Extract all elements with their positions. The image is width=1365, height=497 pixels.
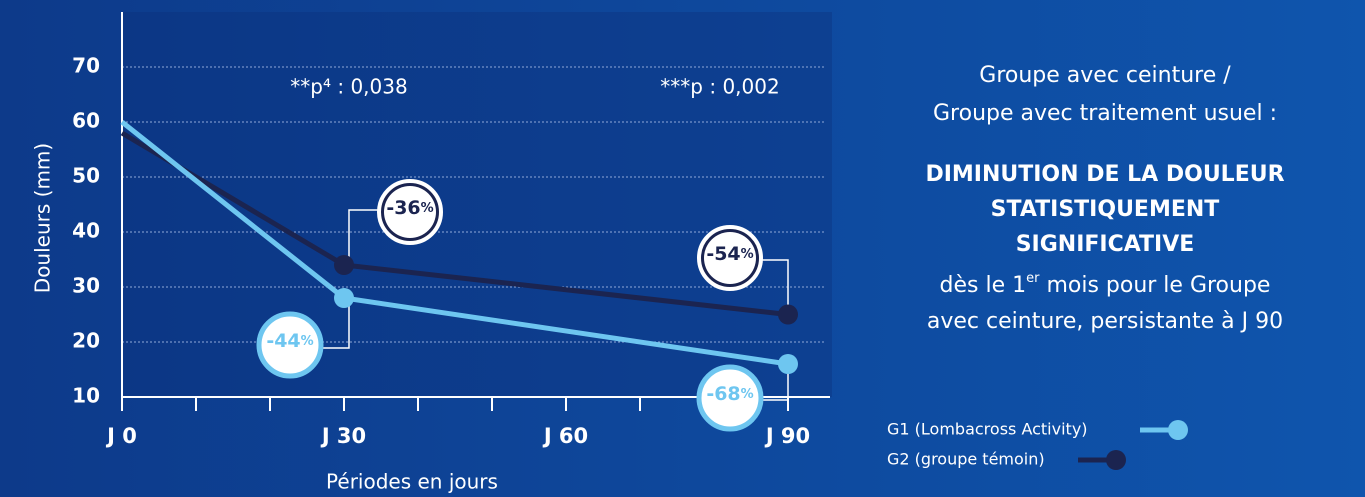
bracket [318,300,350,349]
badge-unit: % [741,247,754,262]
badge-value: -54% [706,243,753,265]
x-axis-title: Périodes en jours [326,470,498,494]
legend-label: G2 (groupe témoin) [887,450,1045,469]
badge-value: -44% [266,330,313,352]
panel-heading: DIMINUTION DE LA DOULEUR [925,162,1284,187]
panel-heading: SIGNIFICATIVE [1016,232,1195,257]
legend-label: G1 (Lombacross Activity) [887,420,1088,439]
badge-unit: % [741,387,754,402]
panel-intro: Groupe avec traitement usuel : [933,101,1277,126]
legend-dot [1168,420,1188,440]
point [334,255,354,275]
panel-sup: er [1026,271,1040,286]
badge-number: -36 [386,197,420,219]
y-tick-label: 70 [72,54,100,78]
panel-heading: STATISTIQUEMENT [991,197,1220,222]
panel-intro: Groupe avec ceinture / [979,63,1231,88]
p-value: ***p : 0,002 [660,75,779,99]
badge [696,364,764,432]
badge-unit: % [421,201,434,216]
x-tick-label: J 60 [542,424,588,448]
badge-inner [384,186,436,238]
y-axis-title: Douleurs (mm) [31,143,55,293]
badge-stars: ** [285,352,295,362]
p-value: **p⁴ : 0,038 [290,75,407,99]
y-tick-label: 20 [72,329,100,353]
badge-value: -68% [706,383,753,405]
badge-unit: % [301,334,314,349]
x-tick-label: J 90 [764,424,810,448]
legend-dot [1106,450,1126,470]
point [778,304,798,325]
bracket [760,368,789,401]
x-tick-label: J 30 [320,424,366,448]
badge-stars: *** [723,265,737,275]
badge-number: -44 [266,330,300,352]
panel-body: dès le 1er mois pour le Groupe [940,271,1271,299]
y-tick-label: 40 [72,219,100,243]
badge-stars: *** [723,405,737,415]
badge-value: -36% [386,197,433,219]
badge-stars: ** [405,219,415,229]
y-tick-label: 60 [72,109,100,133]
panel-body: mois pour le Groupe [1039,273,1270,298]
panel-body: dès le 1 [940,273,1027,298]
badge-number: -68 [706,383,740,405]
badge-number: -54 [706,243,740,265]
panel-body: avec ceinture, persistante à J 90 [927,309,1283,334]
badge-inner [704,232,756,284]
point [334,288,354,308]
point [778,354,798,374]
bracket [348,209,380,260]
badge [256,311,324,379]
y-tick-label: 50 [72,164,100,188]
x-tick-label: J 0 [105,424,137,448]
y-tick-label: 10 [72,384,100,408]
bracket [760,259,789,308]
y-tick-label: 30 [72,274,100,298]
